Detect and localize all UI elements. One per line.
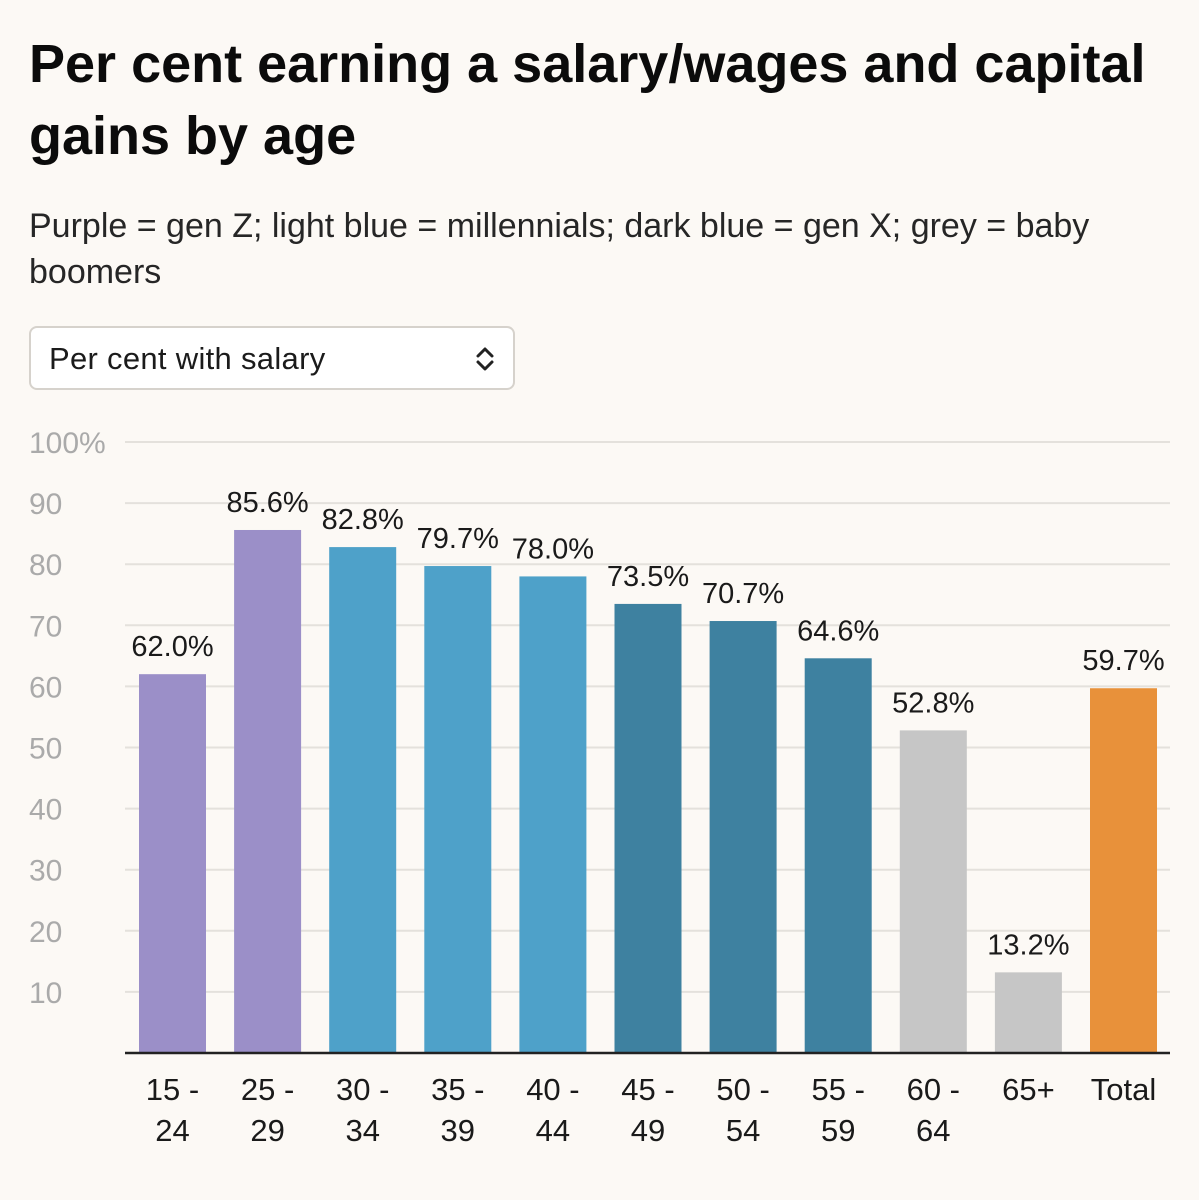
x-tick-label: 25 -29 <box>241 1072 294 1148</box>
x-tick-label: 35 -39 <box>431 1072 484 1148</box>
data-label: 73.5% <box>607 561 689 593</box>
bar <box>329 547 397 1053</box>
x-tick-label: 55 -59 <box>811 1072 864 1148</box>
y-tick-label: 90 <box>29 488 62 521</box>
chart-subtitle: Purple = gen Z; light blue = millennials… <box>29 207 1090 291</box>
x-tick-label: 45 -49 <box>621 1072 674 1148</box>
bar <box>519 576 587 1053</box>
data-label: 13.2% <box>987 929 1069 961</box>
bar <box>709 621 777 1053</box>
x-tick-label: 15 -24 <box>146 1072 199 1148</box>
data-label: 79.7% <box>417 523 499 555</box>
y-tick-label: 50 <box>29 733 62 766</box>
metric-select-value: Per cent with salary <box>49 341 326 376</box>
data-label: 82.8% <box>322 504 404 536</box>
y-tick-label: 40 <box>29 794 62 827</box>
chart-title: Per cent earning a salary/wages and capi… <box>29 34 1146 166</box>
data-label: 59.7% <box>1082 645 1164 677</box>
data-label: 70.7% <box>702 578 784 610</box>
x-tick-label: Total <box>1091 1072 1156 1107</box>
chevron-up-down-icon <box>476 347 494 371</box>
x-tick-label: 40 -44 <box>526 1072 579 1148</box>
bar <box>994 972 1062 1053</box>
y-tick-label: 30 <box>29 855 62 888</box>
x-tick-label: 60 -64 <box>907 1072 960 1148</box>
x-tick-label: 65+ <box>1002 1072 1055 1107</box>
metric-select[interactable]: Per cent with salary <box>29 326 515 390</box>
bar <box>614 603 682 1053</box>
y-tick-label: 80 <box>29 549 62 582</box>
data-label: 52.8% <box>892 687 974 719</box>
bar <box>424 566 492 1053</box>
bar <box>804 658 872 1053</box>
bar <box>899 730 967 1053</box>
data-label: 85.6% <box>226 487 308 519</box>
data-label: 64.6% <box>797 615 879 647</box>
y-tick-label: 100% <box>29 427 106 460</box>
y-tick-label: 10 <box>29 977 62 1010</box>
data-label: 62.0% <box>131 631 213 663</box>
bar <box>234 529 302 1053</box>
data-label: 78.0% <box>512 533 594 565</box>
x-tick-label: 50 -54 <box>716 1072 769 1148</box>
bar <box>1090 688 1157 1053</box>
y-tick-label: 20 <box>29 916 62 949</box>
y-tick-label: 60 <box>29 671 62 704</box>
x-tick-label: 30 -34 <box>336 1072 389 1148</box>
bar <box>139 674 206 1053</box>
y-tick-label: 70 <box>29 610 62 643</box>
